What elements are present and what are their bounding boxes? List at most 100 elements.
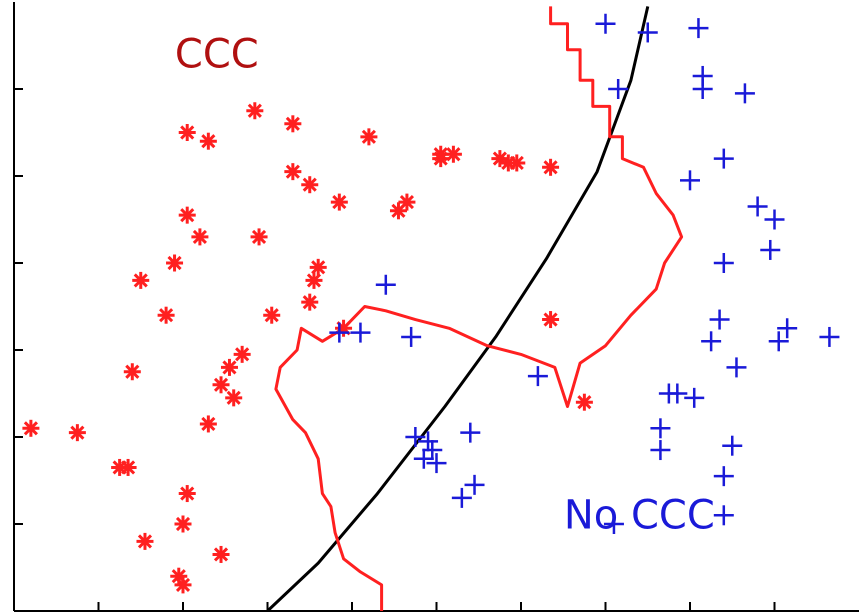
plus-point xyxy=(764,209,785,230)
asterisk-point-stroke xyxy=(446,147,461,162)
asterisk-point-stroke xyxy=(509,155,524,171)
asterisk-point xyxy=(233,345,251,363)
asterisk-point xyxy=(174,576,192,594)
plus-point xyxy=(713,253,734,273)
asterisk-point-stroke xyxy=(543,160,558,175)
asterisk-point xyxy=(542,158,560,176)
asterisk-point-stroke xyxy=(70,425,85,440)
asterisk-point xyxy=(22,419,40,437)
classifier-boundary-line xyxy=(274,6,684,611)
plus-point xyxy=(426,453,447,474)
class-label-no-ccc: No CCC xyxy=(564,492,715,538)
plus-point xyxy=(608,79,629,99)
plus-point xyxy=(329,322,350,343)
asterisk-point-stroke xyxy=(180,125,195,140)
asterisk-point xyxy=(174,515,192,533)
asterisk-point-stroke xyxy=(133,273,148,288)
asterisk-point-stroke xyxy=(171,569,186,584)
plus-point xyxy=(401,326,422,347)
asterisk-point xyxy=(360,128,378,146)
plus-point xyxy=(722,435,743,456)
plus-point xyxy=(637,22,658,43)
asterisk-point xyxy=(330,193,348,211)
plus-point xyxy=(680,170,700,191)
plus-point xyxy=(650,418,671,439)
asterisk-point xyxy=(178,124,196,141)
asterisk-point xyxy=(301,293,319,311)
asterisk-point xyxy=(542,311,560,329)
plus-point xyxy=(701,331,722,352)
plus-point xyxy=(667,383,688,404)
asterisk-point-stroke xyxy=(285,164,300,179)
asterisk-point-stroke xyxy=(302,295,317,310)
asterisk-point xyxy=(178,206,196,224)
asterisk-point xyxy=(220,358,238,376)
asterisk-point xyxy=(444,145,462,163)
plus-point xyxy=(760,239,781,260)
asterisk-point xyxy=(284,163,302,181)
asterisk-point-stroke xyxy=(235,347,250,362)
asterisk-point-stroke xyxy=(201,134,216,149)
asterisk-point-stroke xyxy=(285,116,300,131)
asterisk-point xyxy=(309,258,327,276)
asterisk-point-stroke xyxy=(433,147,448,162)
plus-point xyxy=(375,274,396,295)
plus-point xyxy=(692,79,713,99)
asterisk-point xyxy=(335,319,353,337)
plus-point xyxy=(688,18,709,39)
plus-point xyxy=(747,196,768,217)
asterisk-point-stroke xyxy=(180,486,195,501)
asterisk-point xyxy=(305,271,323,289)
asterisk-point-stroke xyxy=(399,195,414,210)
asterisk-point-stroke xyxy=(23,421,38,436)
plus-point xyxy=(777,318,798,339)
plus-point xyxy=(350,322,371,343)
plus-point xyxy=(527,366,548,387)
plus-point xyxy=(405,427,426,447)
plus-point xyxy=(819,326,840,347)
plus-point xyxy=(650,440,671,461)
asterisk-point xyxy=(199,132,217,150)
asterisk-point-stroke xyxy=(213,377,229,392)
asterisk-point-stroke xyxy=(361,129,376,144)
asterisk-point-stroke xyxy=(251,229,267,244)
asterisk-point-stroke xyxy=(247,103,262,118)
asterisk-point-stroke xyxy=(201,416,216,432)
asterisk-point-stroke xyxy=(180,208,195,223)
plus-point xyxy=(464,474,485,495)
class-labels: CCC No CCC xyxy=(175,31,715,538)
asterisk-point xyxy=(212,376,230,394)
asterisk-point-stroke xyxy=(311,260,326,275)
asterisk-point-stroke xyxy=(192,229,207,244)
asterisk-point-stroke xyxy=(159,308,174,323)
asterisk-point xyxy=(191,228,209,246)
asterisk-point-stroke xyxy=(222,360,237,375)
asterisk-point-stroke xyxy=(175,516,191,532)
asterisk-point-stroke xyxy=(175,577,191,592)
asterisk-point xyxy=(136,532,154,550)
plus-point xyxy=(451,487,472,508)
plus-point xyxy=(418,431,439,452)
plus-point xyxy=(726,357,747,378)
plus-point xyxy=(684,387,705,408)
asterisk-point-stroke xyxy=(137,534,153,549)
asterisk-point-stroke xyxy=(264,308,279,323)
boundary-curves xyxy=(266,6,684,611)
plot-axes xyxy=(13,2,859,612)
asterisk-point xyxy=(575,393,593,411)
asterisk-point xyxy=(225,389,243,407)
asterisk-point-stroke xyxy=(125,364,140,379)
asterisk-point-stroke xyxy=(332,195,347,210)
plus-point xyxy=(713,505,734,526)
asterisk-point xyxy=(157,306,175,324)
asterisk-point-stroke xyxy=(577,395,592,410)
plus-point xyxy=(768,331,789,352)
plus-point xyxy=(709,309,730,330)
data-points xyxy=(22,13,840,594)
plus-point xyxy=(460,422,481,443)
asterisk-point xyxy=(246,102,264,120)
asterisk-point xyxy=(119,458,137,476)
plus-point xyxy=(422,440,443,461)
asterisk-point xyxy=(398,193,416,211)
